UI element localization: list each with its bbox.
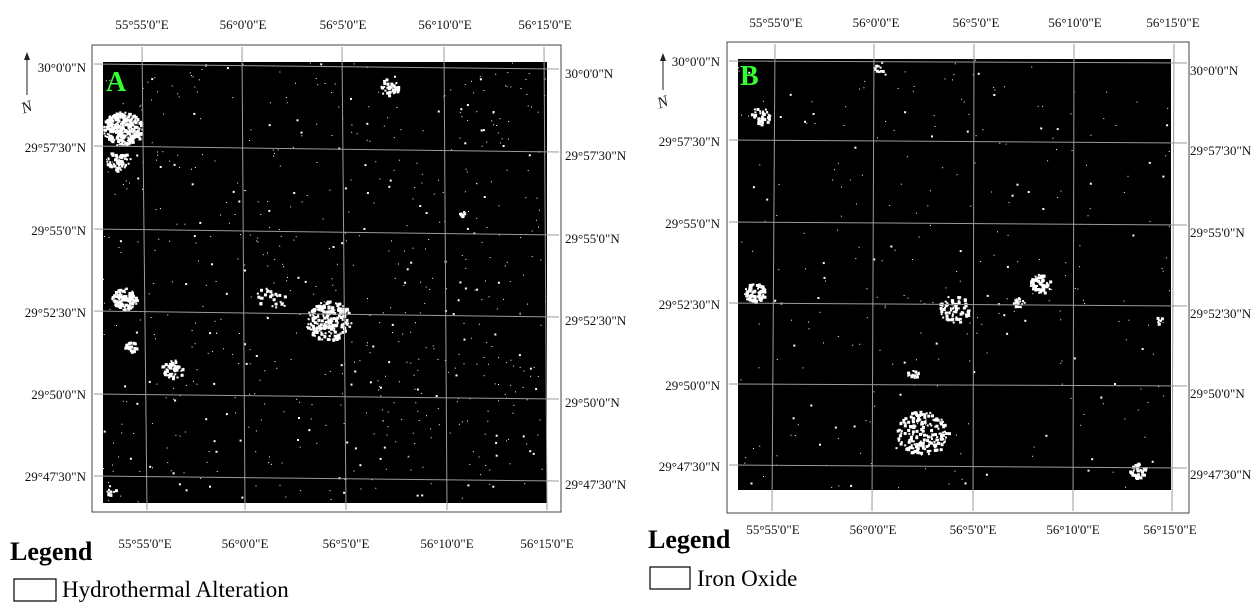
legend-swatch (649, 566, 691, 590)
right-lat-label: 30°0'0"N (565, 66, 614, 81)
left-lat-label: 30°0'0"N (38, 60, 87, 75)
north-arrow-icon: N (18, 52, 36, 118)
top-lon-label: 56°15'0"E (518, 17, 571, 32)
left-lat-label: 29°52'30"N (25, 305, 87, 320)
left-lat-label: 29°57'30"N (25, 140, 87, 155)
left-lat-label: 29°50'0"N (665, 378, 720, 393)
right-lat-label: 29°57'30"N (1190, 143, 1252, 158)
panel-letter: A (106, 67, 127, 98)
parallel-line (93, 228, 560, 236)
panel-b-anomaly-pixels (738, 59, 1170, 489)
parallel-line (93, 475, 560, 482)
top-lon-label: 55°55'0"E (749, 15, 802, 30)
bottom-lon-label: 56°5'0"E (950, 522, 997, 537)
meridian-line (1072, 43, 1075, 512)
bottom-lon-label: 56°10'0"E (1046, 522, 1099, 537)
panel-b-graticule (728, 43, 1188, 512)
parallel-line (728, 139, 1188, 144)
right-lat-label: 29°55'0"N (1190, 225, 1245, 240)
bottom-lon-label: 56°0'0"E (222, 536, 269, 551)
bottom-lon-label: 56°0'0"E (850, 522, 897, 537)
panel-a-graticule (93, 46, 560, 511)
legend-title: Legend (10, 537, 93, 566)
right-lat-label: 29°55'0"N (565, 231, 620, 246)
panel-a-raster (103, 62, 547, 503)
legend-item-label: Iron Oxide (697, 566, 797, 591)
legend-swatch (13, 578, 57, 602)
bottom-lon-label: 55°55'0"E (746, 522, 799, 537)
left-lat-label: 29°52'30"N (659, 297, 721, 312)
bottom-lon-label: 56°10'0"E (420, 536, 473, 551)
bottom-lon-label: 56°5'0"E (323, 536, 370, 551)
bottom-lon-label: 56°15'0"E (1143, 522, 1196, 537)
parallel-line (728, 60, 1188, 64)
bottom-lon-label: 56°15'0"E (520, 536, 573, 551)
meridian-line (871, 43, 875, 512)
parallel-line (93, 393, 560, 400)
top-lon-label: 56°0'0"E (220, 17, 267, 32)
panel-b-raster (738, 59, 1171, 490)
parallel-line (93, 63, 560, 70)
panel-a-neatline (91, 44, 562, 513)
right-lat-label: 29°47'30"N (565, 477, 627, 492)
meridian-line (972, 43, 975, 512)
north-arrow-icon: N (654, 53, 672, 113)
north-symbol: N (18, 97, 36, 117)
top-lon-label: 56°5'0"E (320, 17, 367, 32)
parallel-line (93, 145, 560, 153)
panel-b: 55°55'0"E 56°0'0"E 56°5'0"E 56°10'0"E 56… (648, 15, 1252, 591)
right-lat-label: 30°0'0"N (1190, 63, 1239, 78)
meridian-line (543, 46, 548, 511)
top-lon-label: 56°10'0"E (418, 17, 471, 32)
left-lat-label: 29°50'0"N (31, 387, 86, 402)
top-lon-label: 56°15'0"E (1146, 15, 1199, 30)
left-lat-label: 29°57'30"N (659, 134, 721, 149)
right-lat-label: 29°52'30"N (1190, 306, 1252, 321)
meridian-line (771, 43, 776, 512)
meridian-line (141, 46, 148, 511)
top-lon-label: 56°10'0"E (1048, 15, 1101, 30)
top-lon-label: 55°55'0"E (115, 17, 168, 32)
left-lat-label: 29°55'0"N (31, 223, 86, 238)
left-lat-label: 30°0'0"N (672, 54, 721, 69)
parallel-line (728, 221, 1188, 226)
parallel-line (728, 383, 1188, 387)
right-lat-label: 29°47'30"N (1190, 467, 1252, 482)
left-lat-label: 29°47'30"N (659, 459, 721, 474)
right-lat-label: 29°50'0"N (565, 395, 620, 410)
top-lon-label: 56°5'0"E (953, 15, 1000, 30)
meridian-line (341, 46, 347, 511)
left-lat-label: 29°55'0"N (665, 216, 720, 231)
parallel-line (728, 464, 1188, 469)
meridian-line (443, 46, 448, 511)
north-symbol: N (654, 92, 672, 112)
panel-b-neatline (726, 41, 1190, 514)
right-lat-label: 29°52'30"N (565, 313, 627, 328)
left-lat-label: 29°47'30"N (25, 469, 87, 484)
right-lat-label: 29°57'30"N (565, 148, 627, 163)
parallel-line (728, 302, 1188, 307)
right-lat-label: 29°50'0"N (1190, 386, 1245, 401)
bottom-lon-label: 55°55'0"E (118, 536, 171, 551)
meridian-line (241, 46, 246, 511)
legend-item-label: Hydrothermal Alteration (62, 577, 289, 602)
top-lon-label: 56°0'0"E (853, 15, 900, 30)
panel-a: 55°55'0"E 56°0'0"E 56°5'0"E 56°10'0"E 56… (10, 17, 627, 602)
parallel-line (93, 310, 560, 318)
panel-letter: B (740, 61, 759, 92)
legend-title: Legend (648, 525, 731, 554)
meridian-line (1171, 43, 1175, 512)
